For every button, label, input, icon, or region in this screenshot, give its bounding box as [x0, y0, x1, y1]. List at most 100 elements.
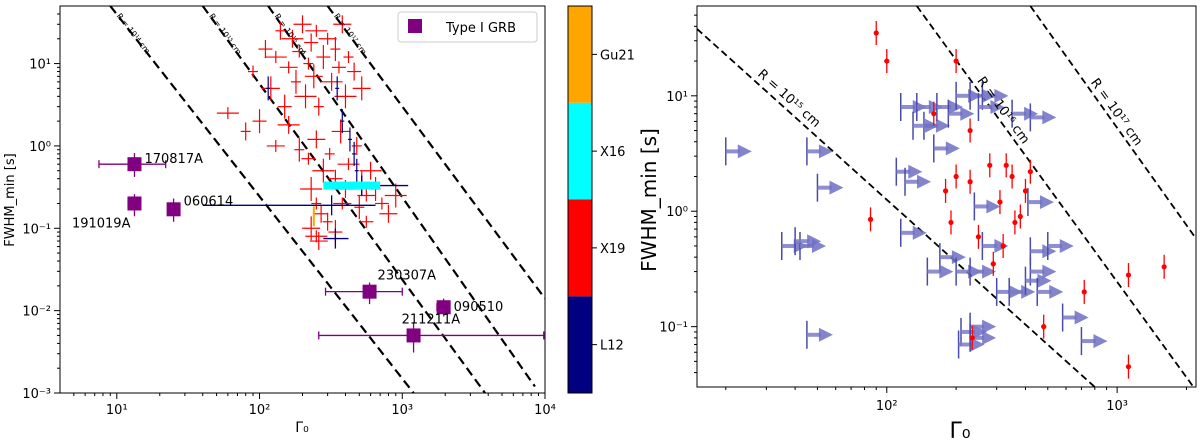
x19-point-marker — [953, 173, 959, 180]
radius-line — [267, 6, 536, 388]
colorbar-label: L12 — [600, 339, 624, 354]
radius-line-label: R = 10¹⁷ cm — [1087, 76, 1145, 149]
x19-point-marker — [884, 58, 890, 64]
x19-point-marker — [1125, 364, 1132, 370]
x19-point-marker — [1022, 188, 1029, 194]
x-tick-label: 10⁴ — [534, 403, 556, 418]
left-radius-lines — [109, 6, 545, 393]
limit-arrow-head — [1039, 195, 1054, 210]
colorbar-label: X16 — [600, 145, 625, 160]
y-tick-label: 10¹ — [29, 58, 51, 73]
type1-grb-label: 211211A — [402, 312, 461, 327]
x19-point-marker — [969, 335, 975, 341]
limit-arrow-head — [1024, 106, 1039, 121]
x19-point-marker — [948, 219, 954, 226]
right-radius-lines — [697, 6, 1196, 387]
right-panel: 10² 10³ 10⁻¹ 10⁰ 10¹ R = 10¹⁵ cm R = 10¹⁶ cm R… — [637, 5, 1197, 444]
x-tick-label: 10² — [876, 399, 898, 414]
type1-grb-marker — [166, 202, 181, 217]
y-tick-label: 10⁻¹ — [659, 321, 688, 336]
limit-arrow-head — [1042, 110, 1057, 125]
x19-point-marker — [942, 188, 949, 194]
x19-point-marker — [1125, 272, 1132, 278]
x19-point-marker — [990, 261, 996, 267]
limit-arrow-head — [908, 164, 923, 179]
x19-point-marker — [931, 111, 937, 117]
limit-arrow-head — [960, 106, 975, 121]
y-tick-label: 10⁻¹ — [22, 222, 51, 237]
type1-grb-label: 191019A — [72, 216, 131, 231]
radius-line-label: R = 10¹⁷ cm — [332, 12, 368, 57]
limit-arrow-head — [994, 88, 1009, 103]
y-tick-label: 10¹ — [666, 90, 688, 105]
left-x-axis-label: Γ₀ — [295, 420, 309, 436]
radius-line-label: R = 10¹⁶ cm — [974, 74, 1033, 147]
limit-arrow-head — [982, 330, 997, 345]
limit-arrow-head — [1042, 264, 1057, 279]
limit-arrow-head — [970, 337, 985, 352]
radius-line — [326, 6, 545, 300]
left-radius-labels: R = 10¹⁴ cm R = 10¹⁵ cm R = 10¹⁶ cm R = 10¹… — [115, 12, 369, 58]
colorbar-block — [568, 6, 592, 103]
limit-arrow-head — [939, 264, 954, 279]
x19-point-marker — [873, 30, 879, 36]
right-y-axis-label: FWHM_min [s] — [637, 128, 661, 272]
legend: Type I GRB — [397, 11, 538, 43]
limit-arrow-head — [982, 264, 997, 279]
x19-point-marker — [1000, 243, 1006, 249]
limit-arrow-head — [1037, 273, 1052, 288]
colorbar-label: X19 — [600, 242, 625, 257]
left-y-axis-label: FWHM_min [s] — [3, 153, 18, 246]
type1-grb-label: 090510 — [454, 300, 504, 315]
radius-line-label: R = 10¹⁵ cm — [207, 12, 243, 57]
x-tick-label: 10³ — [391, 403, 413, 418]
x-tick-label: 10¹ — [106, 403, 128, 418]
limit-arrow-head — [1042, 244, 1057, 259]
limit-arrow-head — [737, 144, 752, 159]
radius-line — [697, 28, 1096, 387]
colorbar-label: Gu21 — [600, 48, 635, 63]
type1-grb-label: 230307A — [378, 269, 437, 284]
left-data-points — [98, 15, 545, 353]
limit-arrow-head — [807, 234, 822, 249]
limit-arrow-head — [1059, 238, 1074, 253]
limit-arrow-head — [1049, 284, 1064, 299]
limit-arrow-head — [917, 174, 932, 189]
x19-point-marker — [997, 199, 1003, 205]
legend-box — [397, 11, 538, 43]
x19-point-marker — [867, 216, 874, 222]
right-x-axis-label: Γ₀ — [949, 419, 970, 444]
legend-square-icon — [408, 19, 422, 33]
x19-point-marker — [1012, 219, 1018, 226]
limit-arrow-head — [1093, 334, 1108, 349]
radius-line — [1029, 6, 1196, 240]
radius-line-label: R = 10¹⁴ cm — [115, 12, 152, 56]
x19-point-marker — [1041, 324, 1047, 330]
x19-point-marker — [1009, 173, 1015, 180]
limit-arrow-head — [935, 118, 950, 133]
x19-point-marker — [1081, 289, 1087, 295]
radius-line — [916, 6, 1195, 387]
x19-point-marker — [953, 58, 959, 64]
limit-arrow-head — [925, 118, 940, 133]
limit-arrow-head — [951, 250, 966, 265]
colorbar-block — [568, 102, 592, 200]
right-plot-frame — [696, 5, 1197, 388]
x19-point-marker — [1017, 213, 1023, 220]
x19-point-marker — [967, 127, 973, 134]
limit-arrow-head — [945, 141, 960, 156]
colorbar-frame — [567, 5, 593, 394]
right-data-points — [725, 21, 1167, 379]
limit-arrow-head — [818, 144, 833, 159]
limit-arrow-head — [928, 99, 943, 114]
limit-arrow-head — [1021, 284, 1036, 299]
type1-grb-marker — [362, 284, 377, 299]
x16-point — [323, 181, 381, 190]
colorbar-block — [568, 296, 592, 393]
limit-arrow-head — [829, 180, 844, 195]
left-panel: 10¹ 10² 10³ 10⁴ 10⁻³ 10⁻² 10⁻¹ 10⁰ 10¹ R = 10¹⁴ … — [3, 5, 556, 436]
type1-grb-marker — [406, 328, 421, 343]
type1-grb-label: 060614 — [184, 194, 234, 209]
